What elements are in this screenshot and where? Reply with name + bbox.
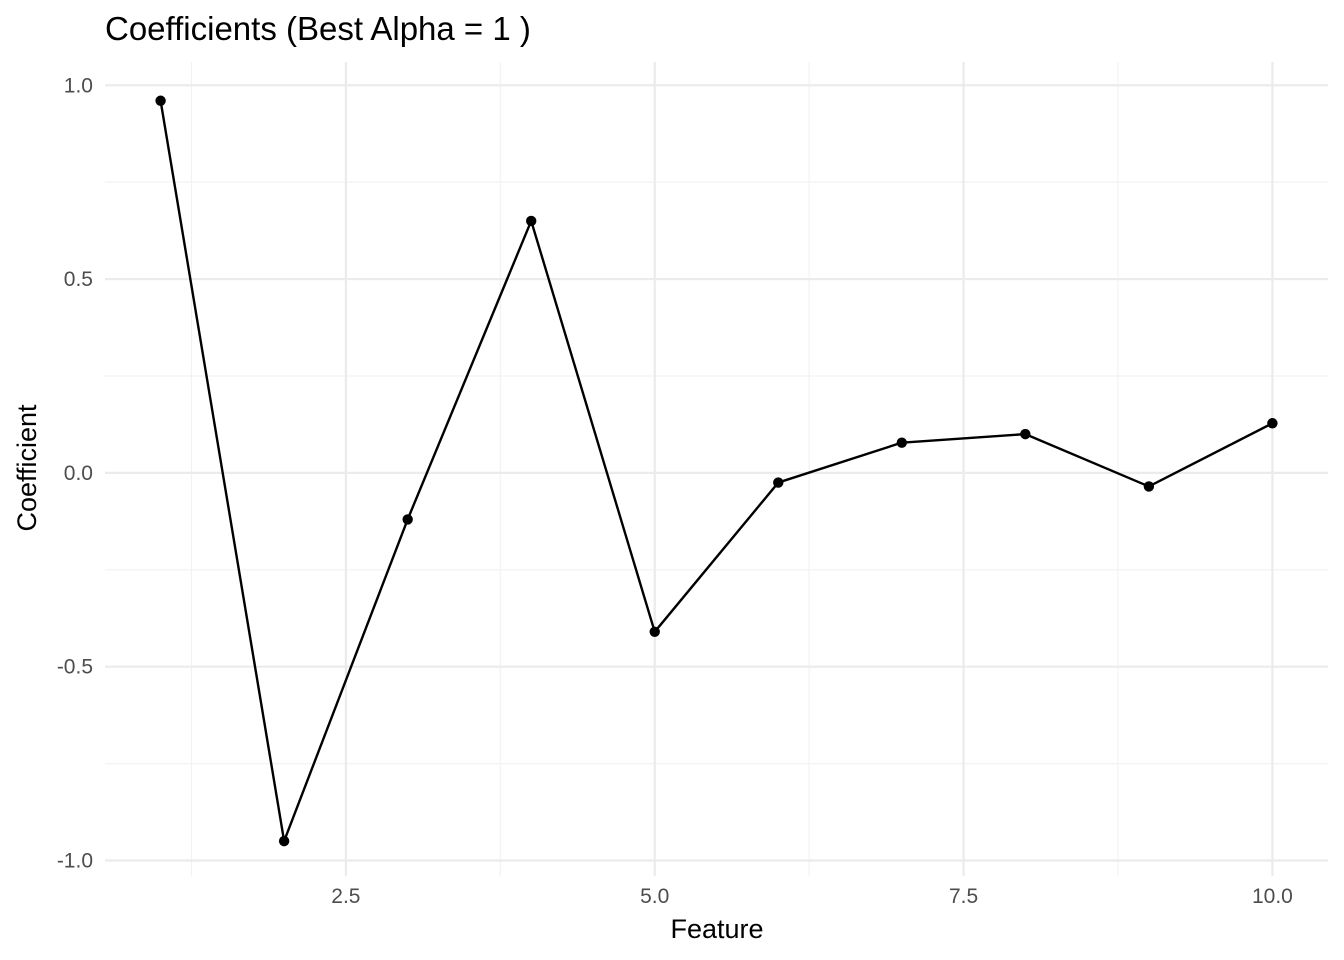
data-point-10: [1267, 418, 1278, 429]
data-point-7: [896, 437, 908, 448]
grid-layer: [105, 62, 1328, 876]
x-axis-title: Feature: [670, 914, 763, 944]
x-tick-label-1: 5.0: [640, 885, 669, 908]
data-point-5: [649, 626, 660, 637]
series-layer: [155, 95, 1278, 847]
data-point-6: [773, 477, 784, 488]
y-tick-label-0: -1.0: [57, 849, 93, 872]
data-point-8: [1020, 428, 1031, 440]
y-tick-label-4: 1.0: [64, 74, 93, 97]
data-point-2: [278, 835, 290, 847]
y-tick-label-1: -0.5: [57, 656, 93, 679]
y-tick-label-2: 0.0: [64, 462, 93, 485]
chart-title: Coefficients (Best Alpha = 1 ): [105, 10, 531, 47]
x-tick-label-3: 10.0: [1252, 885, 1293, 908]
y-tick-label-3: 0.5: [64, 268, 93, 291]
x-tick-label-2: 7.5: [949, 885, 978, 908]
y-axis-title: Coefficient: [12, 404, 42, 532]
data-point-4: [525, 215, 537, 227]
data-point-1: [155, 95, 166, 106]
series-line-0: [159, 100, 1273, 843]
data-point-3: [402, 514, 413, 525]
tick-label-layer: 2.5 5.0 7.5 10.0 -1.0 -0.5 0.0 0.5 1.0: [57, 74, 1293, 908]
data-point-9: [1143, 481, 1155, 492]
x-tick-label-0: 2.5: [331, 885, 360, 908]
